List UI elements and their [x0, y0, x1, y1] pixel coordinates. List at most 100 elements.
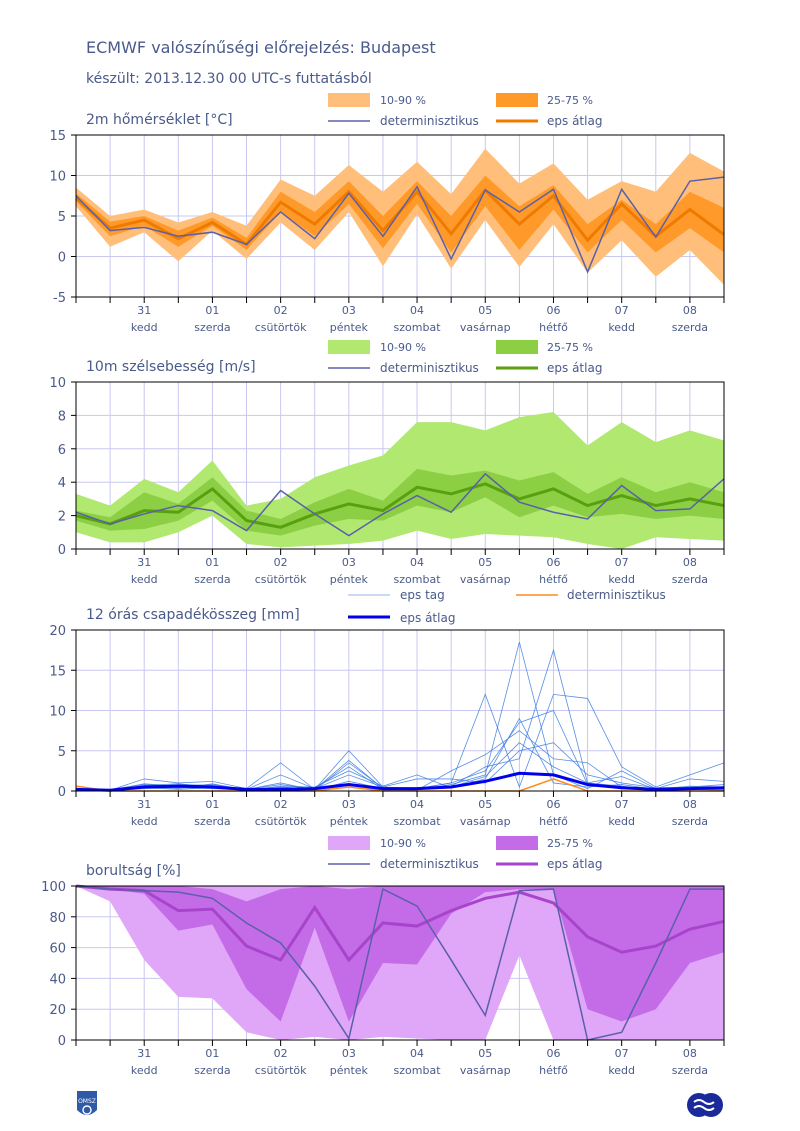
x-day-label: 07 — [615, 556, 629, 569]
legend-swatch-10-90 — [328, 93, 370, 107]
y-tick-label: 5 — [58, 210, 66, 225]
x-day-label: 06 — [546, 304, 560, 317]
y-tick-label: 0 — [58, 785, 66, 800]
x-weekday-label: szombat — [394, 573, 442, 586]
band-25-75 — [76, 468, 724, 536]
x-day-label: 31 — [137, 304, 151, 317]
x-day-label: 07 — [615, 798, 629, 811]
x-day-label: 02 — [274, 304, 288, 317]
x-day-label: 04 — [410, 1047, 424, 1060]
y-tick-label: 0 — [58, 251, 66, 266]
x-weekday-label: kedd — [608, 321, 635, 334]
band-25-75 — [76, 175, 724, 253]
legend-label: determinisztikus — [380, 857, 479, 871]
legend-label: 10-90 % — [380, 837, 426, 850]
legend-swatch-25-75 — [496, 93, 538, 107]
x-day-label: 02 — [274, 1047, 288, 1060]
series-eps-member — [75, 641, 725, 792]
y-tick-label: 15 — [49, 129, 66, 144]
legend-label: determinisztikus — [380, 114, 479, 128]
x-day-label: 04 — [410, 556, 424, 569]
chart-3: 12 órás csapadékösszeg [mm]0510152031ked… — [49, 588, 725, 828]
legend-label: 25-75 % — [547, 341, 593, 354]
x-weekday-label: szombat — [394, 321, 442, 334]
y-tick-label: 10 — [49, 705, 66, 720]
y-tick-label: 100 — [41, 880, 66, 895]
legend: eps tag determinisztikus eps átlag — [348, 588, 666, 625]
chart-2: 10m szélsebesség [m/s]024681031kedd01sze… — [49, 340, 725, 586]
series-deterministic — [75, 176, 725, 274]
page-title: ECMWF valószínűségi előrejelzés: Budapes… — [86, 38, 436, 57]
x-weekday-label: szerda — [672, 1064, 708, 1077]
band-25-75 — [76, 886, 724, 1022]
legend-label: 10-90 % — [380, 341, 426, 354]
chart-4: borultság [%]02040608010031kedd01szerda0… — [41, 836, 725, 1077]
legend-label: determinisztikus — [380, 361, 479, 375]
chart-title: 10m szélsebesség [m/s] — [86, 359, 256, 375]
y-tick-label: 10 — [49, 376, 66, 391]
legend-label: eps átlag — [547, 857, 602, 871]
series-eps-mean — [75, 771, 725, 792]
data-layer — [75, 884, 725, 1041]
x-day-label: 06 — [546, 1047, 560, 1060]
x-weekday-label: szerda — [194, 1064, 230, 1077]
legend-swatch-25-75 — [496, 340, 538, 354]
x-weekday-label: kedd — [608, 815, 635, 828]
series-deterministic — [75, 885, 724, 1041]
x-day-label: 07 — [615, 1047, 629, 1060]
y-tick-label: 10 — [49, 170, 66, 185]
x-day-label: 08 — [683, 304, 697, 317]
x-weekday-label: hétfő — [539, 573, 568, 586]
x-weekday-label: szerda — [194, 573, 230, 586]
x-weekday-label: szombat — [394, 1064, 442, 1077]
x-day-label: 03 — [342, 798, 356, 811]
x-weekday-label: hétfő — [539, 1064, 568, 1077]
x-day-label: 03 — [342, 556, 356, 569]
x-day-label: 31 — [137, 556, 151, 569]
x-weekday-label: vasárnap — [460, 1064, 511, 1077]
x-day-label: 08 — [683, 798, 697, 811]
data-layer — [75, 148, 725, 285]
x-day-label: 01 — [205, 1047, 219, 1060]
x-weekday-label: kedd — [608, 1064, 635, 1077]
x-day-label: 31 — [137, 1047, 151, 1060]
y-tick-label: 60 — [49, 942, 66, 957]
x-weekday-label: hétfő — [539, 815, 568, 828]
x-day-label: 31 — [137, 798, 151, 811]
plot-frame — [75, 885, 725, 1041]
chart-title: 2m hőmérséklet [°C] — [86, 112, 233, 128]
x-day-label: 02 — [274, 556, 288, 569]
legend-swatch-10-90 — [328, 836, 370, 850]
y-tick-label: 2 — [58, 510, 66, 525]
series-eps-member — [76, 717, 724, 792]
ecmwf-logo — [687, 1093, 723, 1117]
y-tick-label: 80 — [49, 911, 66, 926]
omsz-logo: OMSZ — [77, 1091, 97, 1115]
x-day-label: 02 — [274, 798, 288, 811]
legend-label: eps tag — [400, 588, 445, 602]
x-weekday-label: péntek — [330, 573, 369, 586]
y-tick-label: 15 — [49, 664, 66, 679]
x-day-label: 04 — [410, 304, 424, 317]
series-eps-mean — [75, 482, 725, 529]
x-weekday-label: csütörtök — [255, 321, 307, 334]
y-tick-label: 20 — [49, 1003, 66, 1018]
x-weekday-label: péntek — [330, 815, 369, 828]
y-tick-label: 0 — [58, 1034, 66, 1049]
x-weekday-label: csütörtök — [255, 815, 307, 828]
legend-swatch-10-90 — [328, 340, 370, 354]
x-weekday-label: vasárnap — [460, 321, 511, 334]
y-tick-label: 8 — [58, 409, 66, 424]
x-day-label: 06 — [546, 798, 560, 811]
x-weekday-label: szerda — [672, 321, 708, 334]
x-weekday-label: kedd — [131, 321, 158, 334]
legend-label: eps átlag — [547, 361, 602, 375]
x-weekday-label: szerda — [194, 321, 230, 334]
legend-label: determinisztikus — [567, 588, 666, 602]
x-weekday-label: kedd — [131, 815, 158, 828]
y-tick-label: 5 — [58, 745, 66, 760]
x-day-label: 05 — [478, 304, 492, 317]
legend-label: eps átlag — [547, 114, 602, 128]
x-day-label: 05 — [478, 556, 492, 569]
